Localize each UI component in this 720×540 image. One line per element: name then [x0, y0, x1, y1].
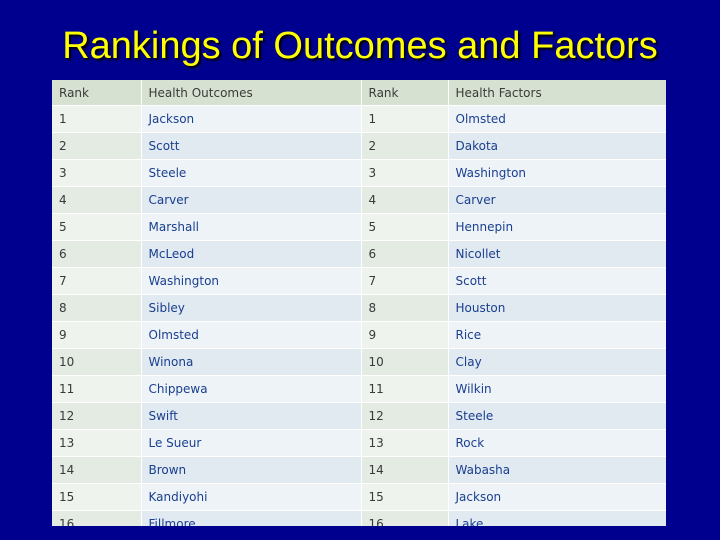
outcome-county: Carver	[141, 186, 362, 214]
table-row: 12 Swift 12 Steele	[52, 402, 666, 430]
table-header-row: Rank Health Outcomes Rank Health Factors	[52, 80, 666, 106]
factor-county: Wilkin	[448, 375, 666, 403]
table-row: 2 Scott 2 Dakota	[52, 132, 666, 160]
factor-county: Nicollet	[448, 240, 666, 268]
header-health-factors: Health Factors	[448, 80, 666, 106]
outcome-rank: 6	[52, 240, 142, 268]
outcome-county: Winona	[141, 348, 362, 376]
outcome-county: Fillmore	[141, 510, 362, 526]
table-row: 6 McLeod 6 Nicollet	[52, 240, 666, 268]
table-row: 11 Chippewa 11 Wilkin	[52, 375, 666, 403]
header-health-outcomes: Health Outcomes	[141, 80, 362, 106]
outcome-county: Marshall	[141, 213, 362, 241]
factor-county: Olmsted	[448, 105, 666, 133]
outcome-rank: 7	[52, 267, 142, 295]
factor-county: Rice	[448, 321, 666, 349]
factor-county: Carver	[448, 186, 666, 214]
factor-rank: 9	[361, 321, 449, 349]
table-row: 4 Carver 4 Carver	[52, 186, 666, 214]
table-row: 9 Olmsted 9 Rice	[52, 321, 666, 349]
factor-rank: 12	[361, 402, 449, 430]
factor-rank: 1	[361, 105, 449, 133]
outcome-county: Chippewa	[141, 375, 362, 403]
outcome-rank: 15	[52, 483, 142, 511]
factor-county: Hennepin	[448, 213, 666, 241]
outcome-county: Scott	[141, 132, 362, 160]
factor-county: Houston	[448, 294, 666, 322]
slide-title: Rankings of Outcomes and Factors	[62, 25, 658, 67]
outcome-county: Sibley	[141, 294, 362, 322]
table-row: 7 Washington 7 Scott	[52, 267, 666, 295]
outcome-county: Brown	[141, 456, 362, 484]
header-rank-factors: Rank	[361, 80, 449, 106]
rankings-table: Rank Health Outcomes Rank Health Factors…	[52, 80, 666, 526]
rankings-table-panel: Rank Health Outcomes Rank Health Factors…	[52, 80, 666, 526]
outcome-county: Steele	[141, 159, 362, 187]
factor-rank: 5	[361, 213, 449, 241]
factor-rank: 16	[361, 510, 449, 526]
outcome-rank: 10	[52, 348, 142, 376]
factor-rank: 11	[361, 375, 449, 403]
factor-county: Clay	[448, 348, 666, 376]
table-row: 5 Marshall 5 Hennepin	[52, 213, 666, 241]
outcome-county: Kandiyohi	[141, 483, 362, 511]
outcome-county: Washington	[141, 267, 362, 295]
factor-county: Washington	[448, 159, 666, 187]
factor-rank: 4	[361, 186, 449, 214]
factor-county: Steele	[448, 402, 666, 430]
outcome-rank: 9	[52, 321, 142, 349]
table-row: 3 Steele 3 Washington	[52, 159, 666, 187]
factor-county: Rock	[448, 429, 666, 457]
table-row: 15 Kandiyohi 15 Jackson	[52, 483, 666, 511]
outcome-county: Jackson	[141, 105, 362, 133]
factor-rank: 10	[361, 348, 449, 376]
outcome-rank: 14	[52, 456, 142, 484]
factor-rank: 2	[361, 132, 449, 160]
outcome-rank: 11	[52, 375, 142, 403]
factor-county: Dakota	[448, 132, 666, 160]
table-row: 8 Sibley 8 Houston	[52, 294, 666, 322]
factor-rank: 15	[361, 483, 449, 511]
table-row: 16 Fillmore 16 Lake	[52, 510, 666, 526]
table-row: 13 Le Sueur 13 Rock	[52, 429, 666, 457]
factor-rank: 3	[361, 159, 449, 187]
factor-county: Lake	[448, 510, 666, 526]
table-row: 10 Winona 10 Clay	[52, 348, 666, 376]
outcome-county: Swift	[141, 402, 362, 430]
header-rank-outcomes: Rank	[52, 80, 142, 106]
outcome-rank: 2	[52, 132, 142, 160]
outcome-rank: 5	[52, 213, 142, 241]
outcome-rank: 8	[52, 294, 142, 322]
table-row: 1 Jackson 1 Olmsted	[52, 105, 666, 133]
outcome-county: Olmsted	[141, 321, 362, 349]
factor-county: Jackson	[448, 483, 666, 511]
outcome-rank: 12	[52, 402, 142, 430]
outcome-county: Le Sueur	[141, 429, 362, 457]
outcome-rank: 1	[52, 105, 142, 133]
outcome-rank: 13	[52, 429, 142, 457]
factor-rank: 14	[361, 456, 449, 484]
table-row: 14 Brown 14 Wabasha	[52, 456, 666, 484]
outcome-rank: 16	[52, 510, 142, 526]
factor-rank: 8	[361, 294, 449, 322]
factor-rank: 13	[361, 429, 449, 457]
factor-rank: 7	[361, 267, 449, 295]
factor-rank: 6	[361, 240, 449, 268]
outcome-rank: 3	[52, 159, 142, 187]
factor-county: Scott	[448, 267, 666, 295]
outcome-county: McLeod	[141, 240, 362, 268]
factor-county: Wabasha	[448, 456, 666, 484]
outcome-rank: 4	[52, 186, 142, 214]
